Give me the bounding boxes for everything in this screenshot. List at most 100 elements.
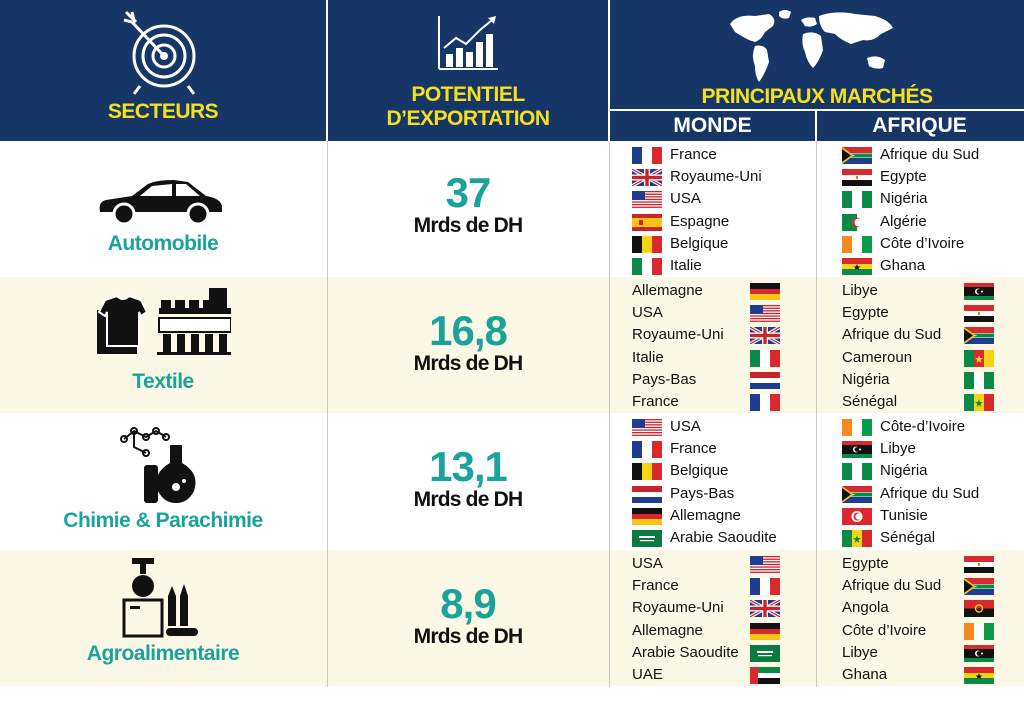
country-name: USA — [670, 190, 701, 208]
export-value: 13,1 — [429, 443, 508, 490]
market-country-item: Italie — [632, 347, 804, 369]
market-country-item: Libye — [842, 280, 1014, 302]
potentiel-header-line2: D’EXPORTATION — [386, 107, 550, 130]
market-country-item: Pays-Bas — [632, 369, 804, 391]
export-unit: Mrds de DH — [413, 625, 523, 648]
country-name: Nigéria — [880, 462, 928, 480]
country-name: Italie — [632, 348, 664, 366]
monde-header: MONDE — [673, 114, 752, 137]
senegal-flag-icon — [964, 394, 994, 411]
country-name: Libye — [842, 282, 878, 299]
senegal-flag-icon — [842, 530, 872, 547]
saudi-arabia-flag-icon — [632, 530, 662, 547]
textile-icon — [97, 288, 231, 355]
south-africa-flag-icon — [964, 578, 994, 596]
market-country-item: Royaume-Uni — [632, 597, 804, 619]
market-country-item: USA — [632, 302, 804, 324]
ivory-coast-flag-icon — [964, 622, 994, 640]
country-name: Pays-Bas — [670, 484, 735, 502]
sector-label: Textile — [132, 370, 194, 393]
market-country-item: Algérie — [842, 211, 1014, 233]
ivory-coast-flag-icon — [842, 419, 872, 436]
country-name: Côte d’Ivoire — [880, 234, 965, 252]
france-flag-icon — [750, 578, 780, 596]
market-country-item: Egypte — [842, 166, 1014, 188]
france-flag-icon — [750, 394, 780, 411]
export-value: 37 — [445, 169, 492, 216]
italy-flag-icon — [632, 258, 662, 275]
country-name: Libye — [880, 440, 916, 458]
country-name: Afrique du Sud — [880, 146, 980, 163]
usa-flag-icon — [750, 556, 780, 573]
market-country-item: Sénégal — [842, 391, 1014, 413]
country-name: Libye — [842, 643, 878, 661]
country-name: Afrique du Sud — [842, 577, 942, 595]
market-country-item: UAE — [632, 664, 804, 686]
country-name: Royaume-Uni — [632, 599, 724, 617]
market-country-item: USA — [632, 416, 804, 438]
market-country-item: Egypte — [842, 302, 1014, 324]
angola-flag-icon — [964, 600, 994, 618]
libya-flag-icon — [964, 644, 994, 662]
subheader-divider — [610, 109, 1024, 111]
market-country-item: Angola — [842, 597, 1014, 619]
country-name: Allemagne — [632, 621, 703, 639]
cameroon-flag-icon — [964, 349, 994, 367]
column-divider-3 — [816, 141, 817, 687]
egypt-flag-icon — [964, 556, 994, 573]
column-divider-1 — [327, 141, 328, 687]
market-country-item: Ghana — [842, 664, 1014, 686]
country-name: Belgique — [670, 462, 729, 480]
export-value: 8,9 — [440, 580, 496, 627]
country-name: Côte d’Ivoire — [842, 621, 927, 639]
car-icon — [99, 180, 222, 224]
market-country-item: USA — [632, 188, 804, 210]
libya-flag-icon — [964, 283, 994, 300]
libya-flag-icon — [842, 441, 872, 459]
export-unit: Mrds de DH — [413, 214, 523, 237]
usa-flag-icon — [632, 419, 662, 436]
afrique-header: AFRIQUE — [872, 114, 967, 137]
market-country-item: Côte d’Ivoire — [842, 620, 1014, 642]
chemistry-icon — [120, 427, 196, 503]
market-country-item: Afrique du Sud — [842, 144, 1014, 166]
country-name: France — [670, 146, 717, 163]
country-name: Algérie — [880, 212, 927, 230]
country-name: Sénégal — [880, 529, 936, 546]
market-country-item: Ghana — [842, 255, 1014, 277]
market-country-item: Belgique — [632, 233, 804, 255]
ghana-flag-icon — [964, 667, 994, 684]
market-country-item: Royaume-Uni — [632, 324, 804, 346]
country-name: UAE — [632, 666, 663, 683]
germany-flag-icon — [750, 622, 780, 640]
usa-flag-icon — [750, 305, 780, 323]
france-flag-icon — [632, 441, 662, 459]
country-name: Côte-d’Ivoire — [880, 418, 966, 435]
nigeria-flag-icon — [964, 371, 994, 389]
market-country-item: Arabie Saoudite — [632, 642, 804, 664]
header-potential-cell: POTENTIEL D’EXPORTATION — [328, 0, 608, 141]
uk-flag-icon — [631, 167, 663, 188]
south-africa-flag-icon — [842, 147, 872, 164]
france-flag-icon — [632, 147, 662, 164]
country-name: Royaume-Uni — [632, 326, 724, 344]
algeria-flag-icon — [842, 213, 872, 231]
country-name: Afrique du Sud — [842, 326, 942, 344]
country-name: Nigéria — [880, 190, 928, 208]
market-country-item: Belgique — [632, 460, 804, 482]
market-country-item: Royaume-Uni — [631, 166, 804, 188]
market-country-item: Tunisie — [842, 505, 1014, 527]
market-country-item: Nigéria — [842, 188, 1014, 210]
export-unit: Mrds de DH — [413, 352, 523, 375]
country-name: Arabie Saoudite — [632, 643, 739, 661]
market-country-item: Afrique du Sud — [842, 575, 1014, 597]
subheader-separator — [815, 111, 817, 141]
header-markets-cell: PRINCIPAUX MARCHÉS — [610, 0, 1024, 141]
country-name: France — [632, 393, 679, 410]
export-unit: Mrds de DH — [413, 488, 523, 511]
header-sectors-cell: SECTEURS — [0, 0, 326, 141]
market-country-item: Nigéria — [842, 460, 1014, 482]
country-name: Cameroun — [842, 348, 913, 366]
country-name: Pays-Bas — [632, 370, 697, 388]
country-name: Nigéria — [842, 370, 890, 388]
